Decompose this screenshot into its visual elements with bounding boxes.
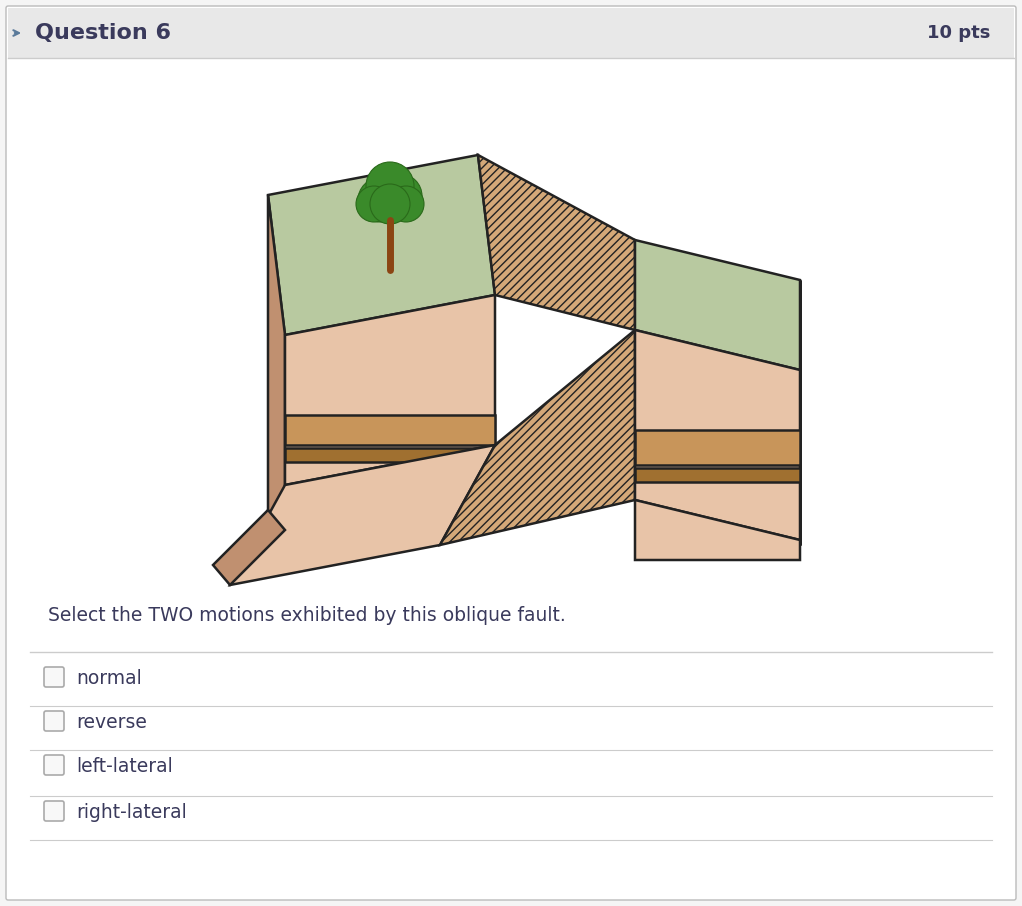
Polygon shape [440, 330, 635, 545]
Polygon shape [635, 430, 800, 465]
Polygon shape [478, 155, 635, 330]
FancyBboxPatch shape [6, 6, 1016, 900]
Text: left-lateral: left-lateral [76, 757, 173, 776]
Polygon shape [635, 240, 800, 370]
Polygon shape [230, 445, 495, 585]
Polygon shape [635, 468, 800, 482]
Circle shape [366, 162, 414, 210]
Circle shape [358, 178, 402, 222]
Text: Question 6: Question 6 [35, 23, 171, 43]
Polygon shape [285, 448, 495, 462]
Circle shape [356, 186, 392, 222]
Polygon shape [268, 195, 285, 530]
Polygon shape [285, 295, 495, 485]
Polygon shape [213, 510, 285, 585]
FancyBboxPatch shape [44, 711, 64, 731]
Polygon shape [268, 155, 495, 335]
FancyBboxPatch shape [44, 667, 64, 687]
FancyBboxPatch shape [44, 801, 64, 821]
Text: right-lateral: right-lateral [76, 803, 187, 822]
Polygon shape [635, 500, 800, 560]
Text: reverse: reverse [76, 712, 147, 731]
Circle shape [388, 186, 424, 222]
Polygon shape [285, 415, 495, 445]
FancyBboxPatch shape [8, 8, 1014, 58]
Text: 10 pts: 10 pts [927, 24, 990, 42]
Text: normal: normal [76, 669, 142, 688]
Text: Select the TWO motions exhibited by this oblique fault.: Select the TWO motions exhibited by this… [48, 606, 566, 625]
Circle shape [378, 174, 422, 218]
Circle shape [370, 184, 410, 224]
FancyBboxPatch shape [44, 755, 64, 775]
Polygon shape [635, 330, 800, 540]
